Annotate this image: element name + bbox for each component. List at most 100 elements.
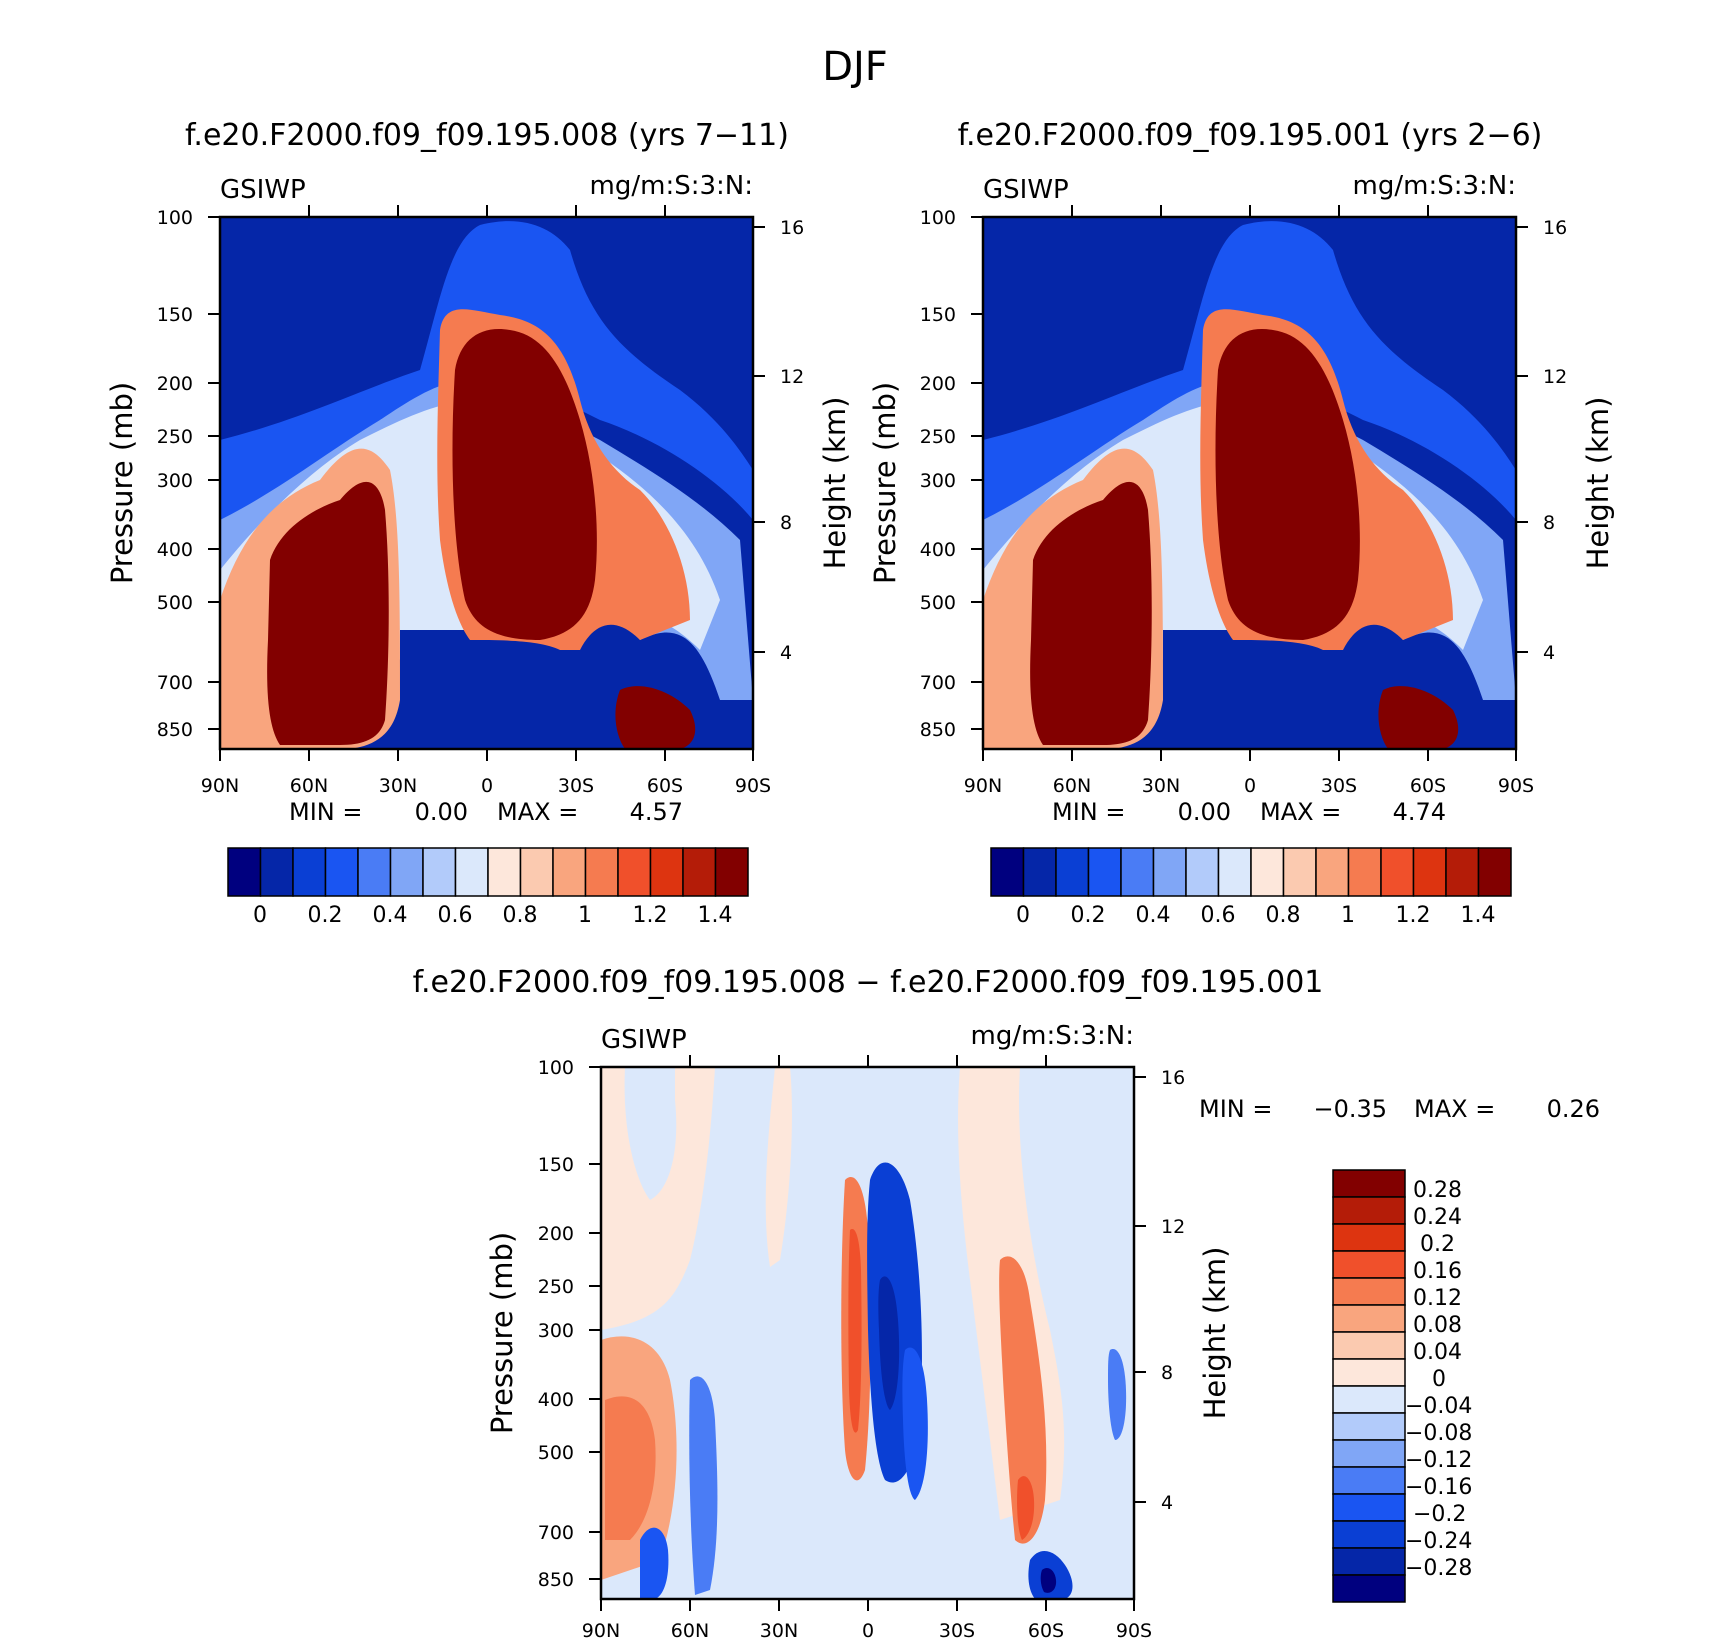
panel-c-ytick-850: 850 (538, 1569, 574, 1591)
panel-a-ytick-100: 100 (157, 207, 193, 229)
panel-c-cbar-label-7: 0 (1432, 1367, 1446, 1392)
panel-c-warm-north (601, 1067, 715, 1330)
panel-c-xtick-60s: 60S (1028, 1620, 1064, 1639)
panel-c-max-label: MAX = (1414, 1095, 1495, 1123)
panel-b-cbar-box (1412, 847, 1447, 897)
panel-a-ytick-250: 250 (157, 426, 193, 448)
panel-b-y2tick-16: 16 (1543, 217, 1567, 239)
panel-b-xtick-30n: 30N (1142, 775, 1180, 797)
panel-c-cbar-label-4: 0.12 (1413, 1286, 1462, 1311)
panel-b-cbar-label-0: 0 (1016, 903, 1030, 928)
panel-c-ytick-400: 400 (538, 1389, 574, 1411)
panel-a-xtick-90s: 90S (735, 775, 771, 797)
panel-a-max-label: MAX = (497, 798, 578, 826)
panel-a-cbar-box (552, 847, 587, 897)
panel-b: f.e20.F2000.f09_f09.195.001 (yrs 2−6) GS… (868, 118, 1615, 928)
panel-b-y2label: Height (km) (1581, 397, 1615, 570)
panel-c-ytick-300: 300 (538, 1320, 574, 1342)
panel-b-cbar-box (1152, 847, 1187, 897)
panel-b-cbar-box (1120, 847, 1155, 897)
panel-a-cbar-box (714, 847, 749, 897)
panel-c-min-label: MIN = (1199, 1095, 1272, 1123)
panel-a-ytick-850: 850 (157, 719, 193, 741)
panel-b-xtick-90n: 90N (964, 775, 1002, 797)
panel-b-max-value: 4.74 (1393, 798, 1446, 826)
panel-b-blob3 (1378, 686, 1459, 749)
panel-b-cbar-label-3: 0.6 (1201, 903, 1236, 928)
panel-c-y2tick-12: 12 (1161, 1216, 1185, 1238)
panel-b-y2tick-8: 8 (1543, 512, 1555, 534)
panel-c-min-value: −0.35 (1313, 1095, 1387, 1123)
panel-a-cbar-label-5: 1 (578, 903, 592, 928)
panel-a-xtick-0: 0 (481, 775, 493, 797)
panel-a-cbar-box (682, 847, 717, 897)
panel-b-title: f.e20.F2000.f09_f09.195.001 (yrs 2−6) (958, 118, 1543, 153)
panel-c-cbar-box (1332, 1412, 1406, 1441)
panel-c-cold-eq2 (902, 1347, 928, 1500)
panel-c-ytick-100: 100 (538, 1057, 574, 1079)
panel-c-max-value: 0.26 (1547, 1095, 1600, 1123)
panel-c-cbar-box (1332, 1466, 1406, 1495)
panel-a-ytick-400: 400 (157, 539, 193, 561)
panel-b-cbar-box (1380, 847, 1415, 897)
panel-b-xtick-90s: 90S (1498, 775, 1534, 797)
panel-a-cbar-box (357, 847, 392, 897)
panel-a-cbar-box (519, 847, 554, 897)
panel-a-cbar-box (649, 847, 684, 897)
panel-b-field (983, 217, 1516, 749)
panel-b-cbar-box (1477, 847, 1512, 897)
panel-a-cbar-label-7: 1.4 (698, 903, 733, 928)
panel-c-cold-south-core (1040, 1568, 1057, 1593)
panel-b-colorbar (990, 847, 1512, 897)
panel-b-cbar-label-4: 0.8 (1266, 903, 1301, 928)
panel-b-cbar-box (1315, 847, 1350, 897)
panel-b-cbar-label-5: 1 (1341, 903, 1355, 928)
panel-c-cbar-label-2: 0.2 (1420, 1232, 1455, 1257)
panel-a-blob1-core (267, 481, 389, 745)
panel-a-cbar-label-1: 0.2 (308, 903, 343, 928)
panel-c-cbar-box (1332, 1331, 1406, 1360)
panel-a-title: f.e20.F2000.f09_f09.195.008 (yrs 7−11) (185, 118, 789, 153)
panel-c-cbar-label-6: 0.04 (1413, 1340, 1462, 1365)
panel-b-cbar-label-1: 0.2 (1071, 903, 1106, 928)
panel-c-cbar-box (1332, 1385, 1406, 1414)
panel-a-blob2-core (452, 329, 597, 640)
panel-c-cbar-label-12: −0.2 (1413, 1502, 1466, 1527)
panel-c-cbar-box (1332, 1169, 1406, 1198)
panel-c-cbar-box (1332, 1250, 1406, 1279)
panel-a-cbar-box (389, 847, 424, 897)
panel-c-xtick-60n: 60N (671, 1620, 709, 1639)
panel-b-cbar-label-2: 0.4 (1136, 903, 1171, 928)
panel-b-cbar-box (1282, 847, 1317, 897)
panel-a-cbar-label-2: 0.4 (373, 903, 408, 928)
panel-b-ytick-200: 200 (920, 373, 956, 395)
panel-a-ytick-200: 200 (157, 373, 193, 395)
panel-c-cbar-label-1: 0.24 (1413, 1205, 1462, 1230)
panel-a-ytick-700: 700 (157, 672, 193, 694)
panel-c-cbar-box (1332, 1277, 1406, 1306)
panel-c-ytick-150: 150 (538, 1154, 574, 1176)
panel-a-ticks (208, 205, 765, 761)
panel-c-ytick-200: 200 (538, 1223, 574, 1245)
panel-a-min-label: MIN = (289, 798, 362, 826)
panel-c-cold-eq-core (878, 1276, 900, 1410)
panel-b-cbar-box (1445, 847, 1480, 897)
panel-a-ytick-500: 500 (157, 592, 193, 614)
panel-a-cbar-box (259, 847, 294, 897)
panel-b-cbar-box (990, 847, 1025, 897)
panel-b-cbar-box (1185, 847, 1220, 897)
panel-a-max-value: 4.57 (630, 798, 683, 826)
panel-c-y2tick-4: 4 (1161, 1492, 1173, 1514)
panel-b-ytick-250: 250 (920, 426, 956, 448)
panel-b-cbar-box (1087, 847, 1122, 897)
panel-a-y2tick-4: 4 (780, 642, 792, 664)
panel-a-xtick-60s: 60S (647, 775, 683, 797)
panel-c-cbar-box (1332, 1223, 1406, 1252)
panel-b-max-label: MAX = (1260, 798, 1341, 826)
panel-b-cbar-box (1055, 847, 1090, 897)
panel-c-cold-far-south (1108, 1349, 1127, 1440)
panel-a-field (220, 217, 753, 749)
panel-c: f.e20.F2000.f09_f09.195.008 − f.e20.F200… (413, 965, 1600, 1639)
panel-a-cbar-box (454, 847, 489, 897)
